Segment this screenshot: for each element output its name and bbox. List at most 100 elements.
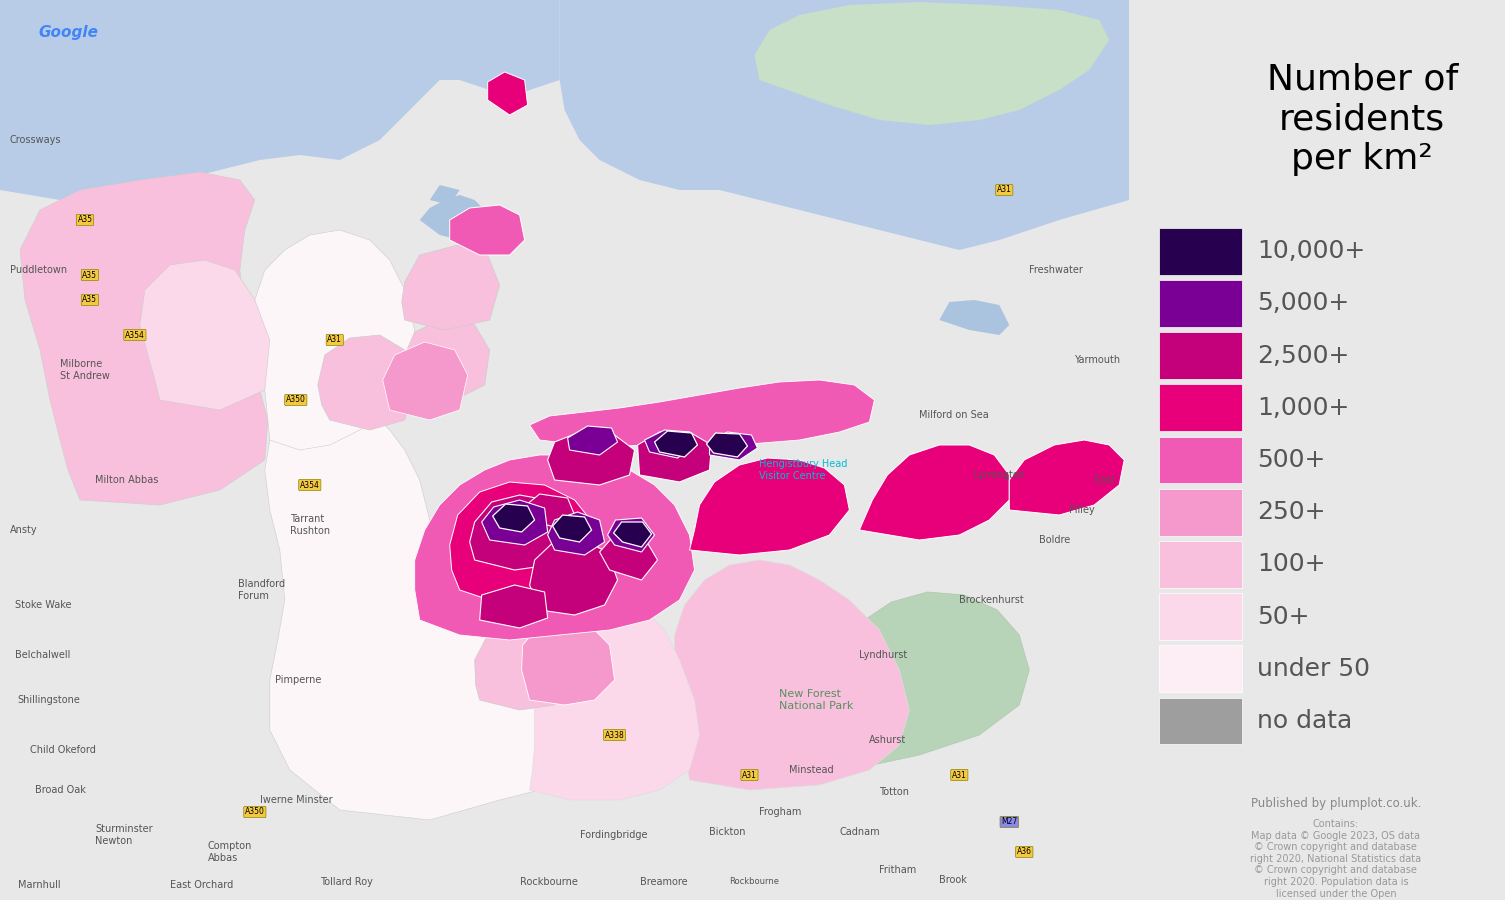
- Polygon shape: [709, 432, 757, 460]
- Text: Lyndhurst: Lyndhurst: [859, 650, 908, 660]
- Text: Number of
residents
per km²: Number of residents per km²: [1267, 63, 1458, 176]
- Text: Ashurst: Ashurst: [870, 735, 906, 745]
- Text: Lymington: Lymington: [974, 470, 1025, 480]
- Polygon shape: [474, 622, 569, 710]
- Text: Milton Abbas: Milton Abbas: [95, 475, 158, 485]
- Polygon shape: [939, 300, 1010, 335]
- Polygon shape: [548, 432, 635, 485]
- Text: Pilley: Pilley: [1069, 505, 1096, 515]
- Polygon shape: [548, 512, 605, 555]
- Polygon shape: [0, 0, 560, 200]
- Text: Hengistbury Head
Visitor Centre: Hengistbury Head Visitor Centre: [760, 459, 847, 481]
- Polygon shape: [488, 72, 528, 115]
- Text: Rockbourne: Rockbourne: [730, 878, 780, 886]
- Polygon shape: [20, 172, 268, 505]
- Polygon shape: [382, 342, 468, 420]
- Polygon shape: [674, 560, 909, 790]
- Polygon shape: [530, 380, 874, 447]
- Text: A354: A354: [125, 330, 144, 339]
- Bar: [1159, 645, 1242, 692]
- Polygon shape: [599, 535, 658, 580]
- Text: Crossways: Crossways: [11, 135, 62, 145]
- Polygon shape: [420, 195, 489, 240]
- Text: Frogham: Frogham: [760, 807, 802, 817]
- Text: East: East: [1094, 475, 1115, 485]
- Polygon shape: [492, 504, 534, 532]
- Polygon shape: [522, 618, 614, 705]
- Text: Marnhull: Marnhull: [18, 880, 60, 890]
- Bar: [1159, 436, 1242, 483]
- Polygon shape: [638, 432, 712, 482]
- Polygon shape: [644, 430, 694, 458]
- Polygon shape: [415, 455, 694, 640]
- Text: 10,000+: 10,000+: [1257, 239, 1365, 263]
- Text: Contains:
Map data © Google 2023, OS data
© Crown copyright and database
right 2: Contains: Map data © Google 2023, OS dat…: [1251, 819, 1421, 900]
- Text: Yarmouth: Yarmouth: [1075, 355, 1120, 365]
- Text: Minstead: Minstead: [790, 765, 834, 775]
- Text: Ansty: Ansty: [11, 525, 38, 535]
- Polygon shape: [140, 260, 269, 410]
- Bar: [1159, 698, 1242, 744]
- Text: Fritham: Fritham: [879, 865, 917, 875]
- Polygon shape: [614, 522, 652, 547]
- Text: Boldre: Boldre: [1040, 535, 1070, 545]
- Bar: [1159, 228, 1242, 274]
- Text: Puddletown: Puddletown: [11, 265, 68, 275]
- Text: 500+: 500+: [1257, 448, 1326, 472]
- Text: Rockbourne: Rockbourne: [519, 877, 578, 887]
- Text: Stoke Wake: Stoke Wake: [15, 600, 72, 610]
- Text: A338: A338: [605, 731, 625, 740]
- Text: Belchalwell: Belchalwell: [15, 650, 71, 660]
- Text: Iwerne Minster: Iwerne Minster: [260, 795, 333, 805]
- Text: M27: M27: [1001, 817, 1017, 826]
- Polygon shape: [608, 518, 655, 552]
- Text: Blandford
Forum: Blandford Forum: [238, 580, 284, 601]
- Text: Freshwater: Freshwater: [1029, 265, 1084, 275]
- Polygon shape: [754, 2, 1109, 125]
- Polygon shape: [859, 445, 1010, 540]
- Polygon shape: [524, 494, 575, 528]
- Text: Tollard Roy: Tollard Roy: [319, 877, 373, 887]
- Polygon shape: [402, 245, 500, 330]
- Text: Google: Google: [38, 24, 98, 40]
- Polygon shape: [318, 335, 415, 430]
- Text: A36: A36: [1017, 848, 1032, 857]
- Text: 2,500+: 2,500+: [1257, 344, 1350, 367]
- Text: A350: A350: [245, 807, 265, 816]
- Polygon shape: [706, 433, 748, 457]
- Polygon shape: [405, 318, 489, 400]
- Text: Totton: Totton: [879, 787, 909, 797]
- Polygon shape: [760, 592, 1029, 770]
- Polygon shape: [482, 500, 548, 545]
- Text: New Forest
National Park: New Forest National Park: [780, 689, 853, 711]
- Text: A31: A31: [996, 185, 1011, 194]
- Text: Broad Oak: Broad Oak: [35, 785, 86, 795]
- Polygon shape: [552, 515, 591, 542]
- Text: A35: A35: [77, 215, 92, 224]
- Polygon shape: [470, 495, 572, 570]
- Bar: [1159, 384, 1242, 431]
- Text: A31: A31: [327, 336, 342, 345]
- Text: A354: A354: [299, 481, 319, 490]
- Text: 1,000+: 1,000+: [1257, 396, 1350, 419]
- Text: Fordingbridge: Fordingbridge: [579, 830, 647, 840]
- Text: Cadnam: Cadnam: [840, 827, 880, 837]
- Polygon shape: [254, 230, 415, 450]
- Text: Bickton: Bickton: [709, 827, 746, 837]
- Text: 5,000+: 5,000+: [1257, 292, 1348, 315]
- Polygon shape: [530, 600, 700, 800]
- Text: A350: A350: [286, 395, 306, 404]
- Bar: [1159, 332, 1242, 379]
- Text: 50+: 50+: [1257, 605, 1309, 628]
- Bar: [1159, 593, 1242, 640]
- Text: Milborne
St Andrew: Milborne St Andrew: [60, 359, 110, 381]
- Polygon shape: [1010, 440, 1124, 515]
- Bar: [1159, 541, 1242, 588]
- Text: East Orchard: East Orchard: [170, 880, 233, 890]
- Text: Published by plumplot.co.uk.: Published by plumplot.co.uk.: [1251, 796, 1421, 809]
- Polygon shape: [450, 205, 525, 255]
- Text: no data: no data: [1257, 709, 1351, 733]
- Text: A31: A31: [951, 770, 966, 779]
- Text: A35: A35: [83, 271, 98, 280]
- Text: A31: A31: [742, 770, 757, 779]
